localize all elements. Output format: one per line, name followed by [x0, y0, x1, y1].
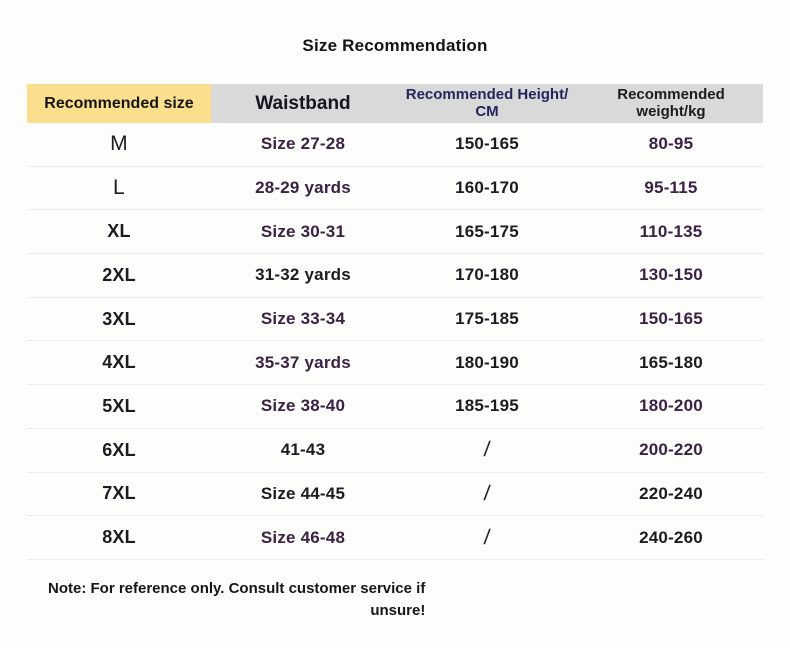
height-cell: 185-195	[455, 396, 519, 416]
waistband-cell: 28-29 yards	[255, 178, 351, 198]
size-cell: L	[113, 176, 125, 200]
weight-cell: 200-220	[639, 440, 703, 460]
table-row: 3XL Size 33-34 175-185 150-165	[27, 298, 763, 342]
size-cell: 7XL	[102, 483, 136, 504]
weight-cell: 130-150	[639, 265, 703, 285]
size-cell: M	[110, 132, 128, 156]
column-header-weight: Recommended weight/kg	[579, 84, 763, 123]
column-header-height: Recommended Height/ CM	[395, 84, 579, 123]
size-cell: 3XL	[102, 308, 136, 329]
column-header-recommended-size: Recommended size	[27, 84, 211, 123]
table-header-row: Recommended size Waistband Recommended H…	[27, 84, 763, 123]
waistband-cell: Size 46-48	[260, 527, 346, 547]
column-header-waistband: Waistband	[211, 84, 395, 123]
waistband-cell: Size 44-45	[260, 483, 346, 503]
size-cell: 6XL	[102, 439, 136, 460]
waistband-cell: 41-43	[280, 440, 326, 460]
height-cell: 160-170	[455, 178, 519, 198]
size-cell: 8XL	[102, 527, 136, 548]
size-table: Recommended size Waistband Recommended H…	[27, 84, 763, 560]
table-row: 7XL Size 44-45 / 220-240	[27, 473, 763, 517]
table-row: XL Size 30-31 165-175 110-135	[27, 210, 763, 255]
height-cell: 165-175	[455, 221, 519, 241]
table-row: L 28-29 yards 160-170 95-115	[27, 167, 763, 211]
weight-cell: 150-165	[639, 309, 703, 329]
weight-cell: 95-115	[644, 178, 698, 198]
waistband-cell: 31-32 yards	[255, 265, 351, 285]
waistband-cell: Size 30-31	[260, 221, 346, 241]
footnote: Note: For reference only. Consult custom…	[48, 580, 426, 619]
height-cell: 150-165	[455, 134, 519, 154]
table-row: M Size 27-28 150-165 80-95	[27, 123, 763, 167]
waistband-cell: 35-37 yards	[255, 352, 351, 372]
waistband-cell: Size 38-40	[260, 396, 346, 416]
weight-cell: 80-95	[648, 134, 694, 154]
table-row: 2XL 31-32 yards 170-180 130-150	[27, 254, 763, 298]
height-cell: /	[482, 438, 492, 462]
table-row: 4XL 35-37 yards 180-190 165-180	[27, 341, 763, 386]
weight-cell: 240-260	[639, 527, 703, 547]
table-row: 8XL Size 46-48 / 240-260	[27, 516, 763, 560]
waistband-cell: Size 27-28	[260, 134, 346, 154]
height-cell: 170-180	[455, 265, 519, 285]
weight-cell: 165-180	[639, 352, 703, 372]
table-row: 5XL Size 38-40 185-195 180-200	[27, 385, 763, 429]
table-body: M Size 27-28 150-165 80-95 L 28-29 yards…	[27, 123, 763, 560]
weight-cell: 180-200	[639, 396, 703, 416]
page-title: Size Recommendation	[302, 36, 488, 55]
height-cell: /	[482, 525, 492, 549]
size-cell: XL	[107, 221, 131, 242]
waistband-cell: Size 33-34	[260, 309, 346, 329]
height-cell: /	[482, 481, 492, 505]
table-row: 6XL 41-43 / 200-220	[27, 429, 763, 473]
height-cell: 180-190	[455, 352, 519, 372]
weight-cell: 110-135	[639, 221, 703, 241]
height-cell: 175-185	[455, 309, 519, 329]
size-cell: 2XL	[102, 264, 136, 285]
size-cell: 4XL	[102, 352, 136, 373]
size-cell: 5XL	[102, 395, 136, 416]
weight-cell: 220-240	[639, 483, 703, 503]
